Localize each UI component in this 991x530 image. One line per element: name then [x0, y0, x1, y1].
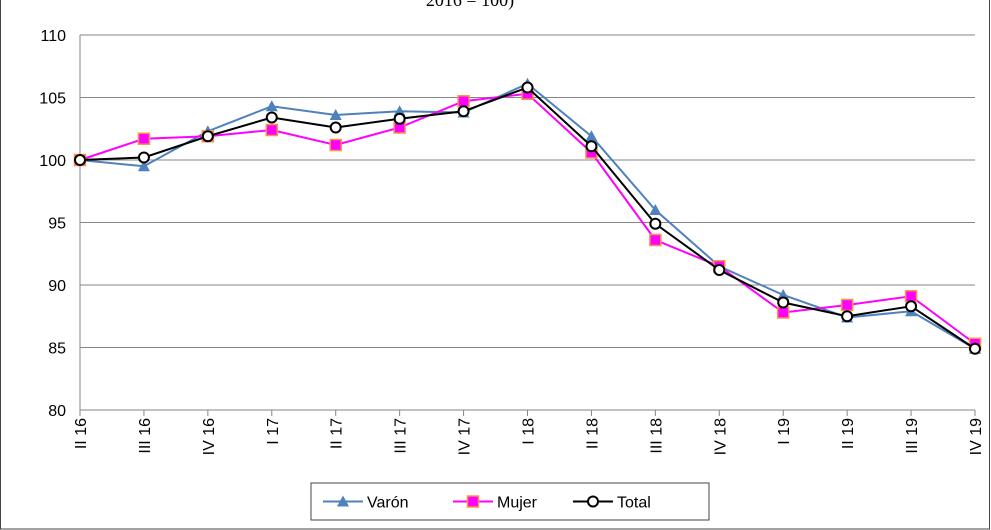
chart-title: 2016 = 100)	[426, 0, 514, 11]
marker	[776, 306, 790, 319]
x-tick-label: II 17	[329, 418, 346, 449]
y-tick-label: 110	[40, 28, 66, 45]
marker	[337, 495, 349, 507]
marker	[904, 290, 918, 303]
y-tick-label: 105	[39, 91, 66, 108]
series-line	[79, 86, 976, 350]
x-tick-label: IV 19	[968, 418, 985, 455]
marker	[265, 123, 279, 137]
marker	[649, 217, 662, 230]
marker	[587, 495, 599, 508]
marker	[905, 300, 918, 313]
x-tick-label: I 17	[265, 418, 282, 445]
marker	[137, 151, 150, 164]
marker	[74, 154, 86, 166]
x-tick-label: II 18	[584, 418, 601, 449]
marker	[585, 130, 598, 142]
marker	[777, 289, 790, 300]
marker	[777, 296, 790, 309]
marker	[969, 342, 981, 355]
y-tick-label: 85	[48, 341, 66, 358]
marker	[713, 264, 726, 276]
marker	[201, 130, 214, 143]
marker	[457, 105, 470, 118]
marker	[841, 310, 854, 323]
y-tick-label: 95	[48, 216, 66, 233]
x-tick-label: III 16	[137, 418, 154, 454]
x-tick-label: II 19	[840, 418, 857, 449]
legend-label: Total	[617, 495, 651, 512]
marker	[329, 109, 342, 120]
x-tick-label: IV 17	[457, 418, 474, 455]
y-tick-label: 80	[48, 403, 66, 420]
y-tick-label: 100	[39, 153, 66, 170]
x-tick-label: I 19	[776, 418, 793, 445]
marker	[393, 105, 406, 117]
legend-label: Varón	[367, 495, 409, 512]
marker	[585, 140, 598, 153]
x-tick-label: I 18	[521, 418, 538, 445]
marker	[521, 81, 534, 94]
series	[73, 87, 982, 350]
marker	[649, 204, 662, 215]
marker	[137, 160, 150, 172]
series-line	[79, 82, 976, 350]
marker	[329, 138, 342, 152]
marker	[649, 233, 662, 247]
x-tick-label: III 18	[648, 418, 665, 454]
marker	[457, 95, 470, 108]
marker	[329, 121, 342, 134]
marker	[137, 132, 151, 145]
x-tick-label: IV 16	[201, 418, 218, 455]
series-line	[79, 92, 976, 345]
marker	[265, 111, 278, 124]
y-tick-label: 90	[48, 278, 66, 295]
x-tick-label: III 17	[393, 418, 410, 454]
marker	[393, 112, 406, 125]
x-tick-label: IV 18	[712, 418, 729, 455]
marker	[840, 298, 854, 312]
legend-label: Mujer	[497, 495, 538, 512]
x-tick-label: III 19	[904, 418, 921, 454]
legend-box	[310, 482, 710, 521]
marker	[466, 495, 480, 508]
x-tick-label: II 16	[73, 418, 90, 449]
series	[74, 81, 981, 355]
marker	[265, 100, 278, 112]
